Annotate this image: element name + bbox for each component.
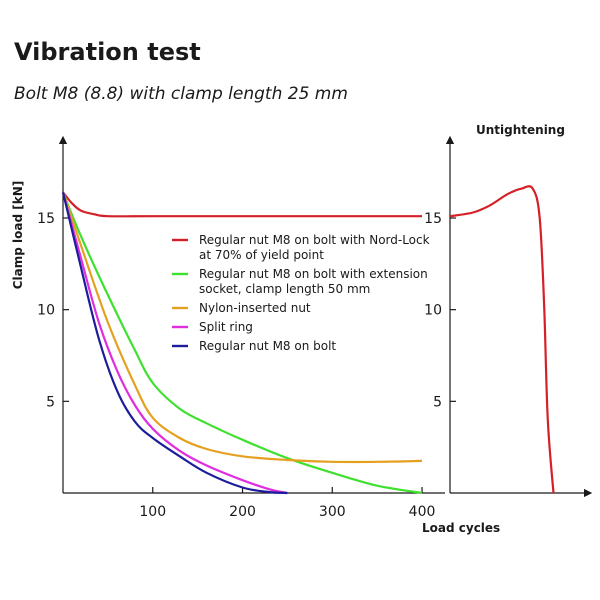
y-axis-title: Clamp load [kN] xyxy=(11,181,25,290)
right-y-tick-label: 15 xyxy=(424,211,442,227)
legend-label-3: Split ring xyxy=(199,320,253,334)
series-line-2 xyxy=(61,191,423,464)
legend-label-1: Regular nut M8 on bolt with extension soc… xyxy=(199,267,428,296)
series-line-3 xyxy=(61,192,288,495)
x-axis-title: Load cycles xyxy=(422,521,500,535)
chart-subtitle: Bolt M8 (8.8) with clamp length 25 mm xyxy=(14,84,348,104)
y-tick-label: 15 xyxy=(37,211,55,227)
x-tick-label: 100 xyxy=(139,504,166,520)
series-line-1 xyxy=(61,191,423,495)
series-line-0 xyxy=(62,191,422,218)
chart-title: Vibration test xyxy=(14,38,201,66)
x-tick-label: 300 xyxy=(319,504,346,520)
right-y-tick-label: 5 xyxy=(433,394,442,410)
untightening-title: Untightening xyxy=(476,123,565,137)
right-y-tick-label: 10 xyxy=(424,303,442,319)
series-line-4 xyxy=(61,192,288,495)
legend-label-4: Regular nut M8 on bolt xyxy=(199,339,336,353)
legend-label-0: Regular nut M8 on bolt with Nord-Lock at … xyxy=(199,233,430,262)
y-tick-label: 5 xyxy=(46,394,55,410)
untightening-line xyxy=(449,185,555,494)
x-tick-label: 400 xyxy=(409,504,436,520)
x-tick-label: 200 xyxy=(229,504,256,520)
legend-label-2: Nylon-inserted nut xyxy=(199,301,311,315)
y-tick-label: 10 xyxy=(37,303,55,319)
